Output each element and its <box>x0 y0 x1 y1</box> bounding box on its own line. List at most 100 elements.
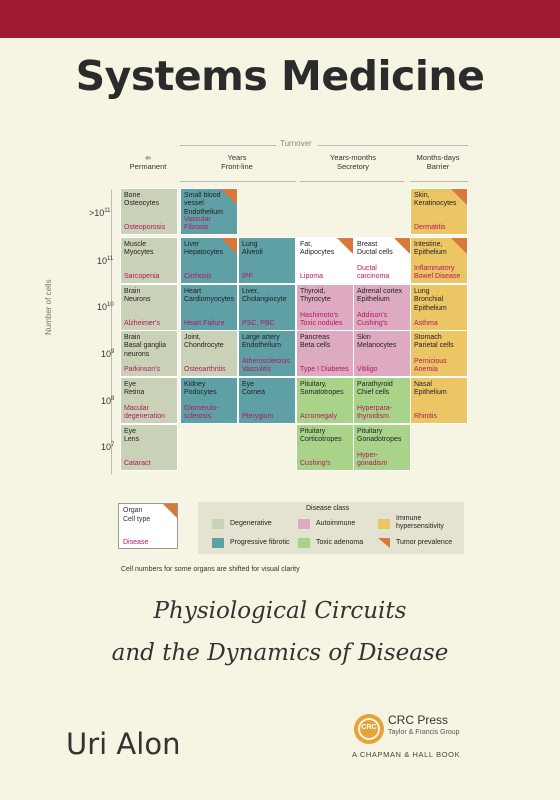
turnover-label: Turnover <box>280 139 312 148</box>
book-title: Systems Medicine <box>75 52 485 100</box>
column-header-barrier: Months-days Barrier <box>416 153 460 172</box>
cell-disease-label: Inflammatory Bowel Disease <box>414 264 461 280</box>
disease-cell: Pituitary Gonadotropes Hyper- gonadism <box>353 424 411 471</box>
disease-cell: Liver Hepatocytes Cirrhosis <box>180 237 238 284</box>
cell-organ-label: Brain Neurons <box>124 288 151 304</box>
tumor-prevalence-triangle <box>451 238 467 254</box>
swatch-tumor <box>378 538 390 548</box>
disease-cell: Fat, Adipocytes Lipoma <box>296 237 354 284</box>
cell-organ-label: Heart Cardiomyocytes <box>184 288 235 304</box>
disease-cell: Eye Lens Cataract <box>120 424 178 471</box>
crc-press-logo: CRC <box>353 713 385 750</box>
publisher-name: CRC Press <box>388 713 449 727</box>
disease-cell: Small blood vessel Endothelium Vascular F… <box>180 188 238 235</box>
column-header-secretory: Years-months Secretory <box>330 153 376 172</box>
disease-cell: Breast Ductal cells Ductal carcinoma <box>353 237 411 284</box>
column-header-front-line: Years Front-line <box>221 153 253 172</box>
cell-disease-label: Cushing's <box>300 459 331 467</box>
cell-disease-label: Hashimoto's Toxic nodules <box>300 311 343 327</box>
cell-disease-label: Hyperpara- thyroidism <box>357 404 393 420</box>
swatch-immune <box>378 519 390 529</box>
cell-disease-label: Cataract <box>124 459 151 467</box>
key-organ: Organ <box>123 507 143 514</box>
disease-cell: Pancreas Beta cells Type I Diabetes <box>296 330 354 377</box>
legend-fibrotic: Progressive fibrotic <box>230 539 290 546</box>
size-label-row2: 1011 <box>97 256 114 266</box>
cell-organ-label: Skin, Keratinocytes <box>414 192 457 208</box>
size-label-row4: 109 <box>101 349 115 359</box>
publisher-group: Taylor & Francis Group <box>388 729 460 736</box>
cell-organ-label: Joint, Chondrocyte <box>184 334 224 350</box>
disease-cell: Liver, Cholangiocyte PSC, PBC <box>238 284 296 331</box>
disease-cell: Nasal Epithelium Rhinitis <box>410 377 468 424</box>
disease-cell: Large artery Endothelium Atherosclerosis … <box>238 330 296 377</box>
disease-cell: Bone Osteocytes Osteoporosis <box>120 188 178 235</box>
disease-cell: Muscle Myocytes Sarcopenia <box>120 237 178 284</box>
crc-logo-text: CRC <box>361 724 377 731</box>
disease-cell: Brain Basal ganglia neurons Parkinson's <box>120 330 178 377</box>
legend-title: Disease class <box>306 505 350 512</box>
swatch-degenerative <box>212 519 224 529</box>
cell-disease-label: Vitiligo <box>357 365 378 373</box>
turnover-line-left <box>180 145 276 146</box>
cell-disease-label: Alzheimer's <box>124 319 160 327</box>
cell-organ-label: Thyroid, Thyrocyte <box>300 288 331 304</box>
cell-organ-label: Nasal Epithelium <box>414 381 447 397</box>
cell-organ-label: Liver Hepatocytes <box>184 241 223 257</box>
disease-cell: Eye Cornea Pterygium <box>238 377 296 424</box>
cell-organ-label: Kidney Podocytes <box>184 381 217 397</box>
cell-disease-label: Lipoma <box>300 272 323 280</box>
y-axis-label: Number of cells <box>44 279 53 335</box>
cell-disease-label: Glomerulo- sclerosis <box>184 404 219 420</box>
disease-cell: Joint, Chondrocyte Osteoarthritis <box>180 330 238 377</box>
size-label-row5: 108 <box>101 396 115 406</box>
cell-organ-label: Large artery Endothelium <box>242 334 281 350</box>
cell-disease-label: Heart Failure <box>184 319 225 327</box>
disease-cell: Skin Melanocytes Vitiligo <box>353 330 411 377</box>
disease-cell: Eye Retina Macular degeneration <box>120 377 178 424</box>
cell-disease-label: IPF <box>242 272 253 280</box>
legend-key-box: Organ Cell type Disease <box>118 503 178 549</box>
disease-cell: Parathyroid Chief cells Hyperpara- thyroi… <box>353 377 411 424</box>
cell-organ-label: Brain Basal ganglia neurons <box>124 334 167 358</box>
disease-cell: Brain Neurons Alzheimer's <box>120 284 178 331</box>
turnover-line-right <box>318 145 468 146</box>
swatch-fibrotic <box>212 538 224 548</box>
legend-autoimmune: Autoimmune <box>316 520 356 527</box>
disease-cell: Thyroid, Thyrocyte Hashimoto's Toxic nodu… <box>296 284 354 331</box>
cell-organ-label: Liver, Cholangiocyte <box>242 288 287 304</box>
cell-disease-label: Osteoarthritis <box>184 365 226 373</box>
cell-disease-label: Pernicious Anemia <box>414 357 447 373</box>
disease-cell: Pituitary, Somatotropes Acromegaly <box>296 377 354 424</box>
tumor-prevalence-triangle <box>221 189 237 205</box>
legend-tumor: Tumor prevalence <box>396 539 453 546</box>
cell-disease-label: Rhinitis <box>414 412 437 420</box>
cell-disease-label: Pterygium <box>242 412 274 420</box>
swatch-autoimmune <box>298 519 310 529</box>
cell-organ-label: Breast Ductal cells <box>357 241 393 257</box>
cell-disease-label: PSC, PBC <box>242 319 275 327</box>
cell-organ-label: Bone Osteocytes <box>124 192 160 208</box>
cell-organ-label: Eye Cornea <box>242 381 265 397</box>
cell-organ-label: Skin Melanocytes <box>357 334 397 350</box>
cell-organ-label: Pituitary Gonadotropes <box>357 428 402 444</box>
legend-adenoma: Toxic adenoma <box>316 539 364 546</box>
subtitle-line2: and the Dynamics of Disease <box>111 640 449 666</box>
key-tumor-triangle <box>163 504 177 518</box>
cell-organ-label: Intestine, Epithelium <box>414 241 447 257</box>
cell-organ-label: Fat, Adipocytes <box>300 241 335 257</box>
cell-organ-label: Stomach Parietal cells <box>414 334 454 350</box>
size-label-row3: 1010 <box>97 302 114 312</box>
cell-disease-label: Type I Diabetes <box>300 365 349 373</box>
disease-cell: Lung Bronchial Epithelium Asthma <box>410 284 468 331</box>
cell-disease-label: Osteoporosis <box>124 223 166 231</box>
disease-cell: Pituitary Corticotropes Cushing's <box>296 424 354 471</box>
disease-cell: Lung Alveoli IPF <box>238 237 296 284</box>
cell-disease-label: Atherosclerosis Vasculitis <box>242 357 290 373</box>
key-disease: Disease <box>123 539 149 546</box>
author-name: Uri Alon <box>66 727 181 761</box>
cell-organ-label: Pancreas Beta cells <box>300 334 331 350</box>
cell-organ-label: Eye Retina <box>124 381 145 397</box>
cell-disease-label: Cirrhosis <box>184 272 212 280</box>
cell-disease-label: Parkinson's <box>124 365 160 373</box>
